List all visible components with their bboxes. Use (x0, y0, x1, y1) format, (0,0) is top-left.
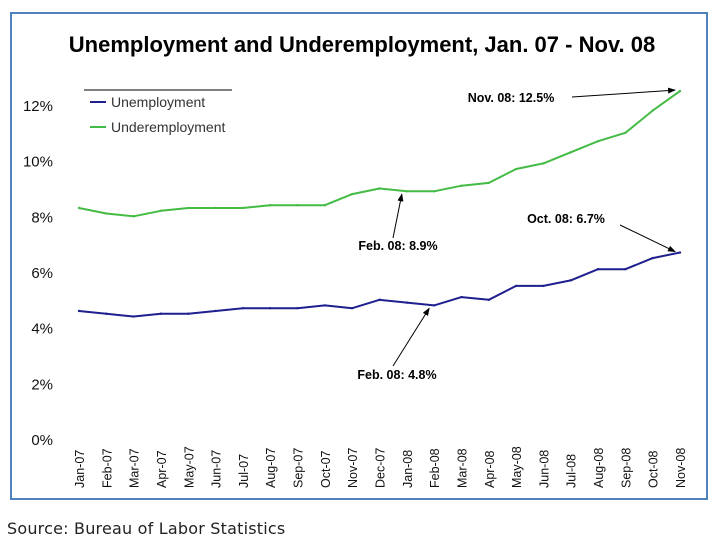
annotation-arrow (392, 307, 430, 367)
data-point (624, 131, 627, 135)
x-tick-label: Mar-07 (128, 448, 142, 488)
data-point (542, 162, 545, 165)
data-point (187, 312, 190, 315)
data-point (596, 139, 600, 143)
x-tick-label: Nov-08 (674, 448, 688, 488)
data-point (487, 298, 490, 302)
y-tick-label: 2% (31, 376, 53, 393)
data-point (187, 206, 190, 210)
data-point (132, 215, 135, 218)
data-point (214, 206, 217, 210)
x-tick-label: Jan-08 (401, 450, 415, 488)
x-axis: Jan-07 Feb-07 Mar-07 Apr-07 May-07 Jun-07 Jul-… (73, 446, 688, 488)
y-tick-label: 10% (23, 154, 53, 171)
series-underemployment (77, 89, 682, 218)
data-point (678, 89, 682, 93)
y-tick-label: 4% (31, 321, 53, 338)
annotation-label: Feb. 08: 4.8% (357, 368, 436, 382)
x-tick-label: Sep-08 (619, 448, 633, 488)
annotation-label: Nov. 08: 12.5% (468, 91, 555, 105)
data-point (651, 256, 654, 260)
data-point (323, 304, 327, 307)
data-point (350, 192, 354, 196)
data-point (487, 181, 490, 185)
x-tick-label: Nov-07 (346, 448, 360, 488)
data-point (651, 109, 654, 112)
data-point (296, 306, 299, 310)
x-tick-label: Feb-07 (100, 448, 114, 488)
data-point (378, 187, 381, 190)
source-note: Source: Bureau of Labor Statistics (7, 519, 286, 538)
y-tick-label: 0% (31, 432, 53, 449)
annotations: Nov. 08: 12.5% Oct. 08: 6.7% Feb. 08: 8.9%… (357, 87, 676, 382)
chart-title: Unemployment and Underemployment, Jan. 0… (69, 32, 655, 57)
x-tick-label: Dec-07 (374, 448, 388, 488)
data-point (214, 309, 217, 313)
data-point (269, 306, 272, 310)
data-point (432, 304, 436, 307)
series-layer (77, 89, 682, 318)
data-point (132, 315, 135, 318)
y-tick-label: 6% (31, 265, 53, 282)
x-tick-label: Jan-07 (73, 450, 87, 488)
data-point (460, 184, 463, 187)
data-point (514, 167, 518, 171)
legend-label: Underemployment (111, 119, 225, 135)
data-point (159, 209, 163, 212)
data-point (269, 204, 272, 207)
data-point (514, 284, 518, 288)
chart-border (10, 12, 708, 500)
data-point (596, 268, 600, 271)
data-point (405, 301, 409, 304)
x-tick-label: Apr-07 (155, 450, 169, 488)
data-point (460, 295, 463, 299)
data-point (569, 279, 572, 282)
data-point (77, 309, 81, 313)
x-tick-label: May-07 (182, 446, 196, 488)
x-tick-label: Sep-07 (292, 448, 306, 488)
annotation-arrow (571, 87, 676, 98)
x-tick-label: Jun-08 (537, 450, 551, 488)
y-tick-label: 8% (31, 209, 53, 226)
x-tick-label: Jul-08 (565, 454, 579, 488)
legend: Unemployment Underemployment (90, 94, 225, 135)
x-tick-label: Feb-08 (428, 448, 442, 488)
annotation-arrow (392, 193, 404, 239)
legend-label: Unemployment (111, 94, 205, 110)
data-point (432, 190, 436, 193)
x-tick-label: Jun-07 (210, 450, 224, 488)
data-point (241, 306, 245, 310)
data-point (105, 312, 108, 315)
x-tick-label: Apr-08 (483, 450, 497, 488)
data-point (77, 206, 81, 210)
data-point (378, 298, 381, 302)
data-point (405, 190, 409, 193)
data-point (569, 151, 572, 154)
data-point (350, 306, 354, 310)
data-point (105, 212, 108, 215)
x-tick-label: Aug-08 (592, 448, 606, 488)
data-point (296, 204, 299, 207)
x-tick-label: May-08 (510, 446, 524, 488)
data-point (678, 251, 682, 254)
x-tick-label: Oct-07 (319, 450, 333, 488)
x-tick-label: Jul-07 (237, 454, 251, 488)
annotation-arrow (619, 224, 676, 252)
data-point (624, 268, 627, 271)
series-unemployment (77, 251, 682, 318)
annotation-label: Oct. 08: 6.7% (527, 212, 605, 226)
data-point (323, 204, 327, 207)
x-tick-label: Oct-08 (647, 450, 661, 488)
x-tick-label: Mar-08 (455, 448, 469, 488)
x-tick-label: Aug-07 (264, 448, 278, 488)
y-tick-label: 12% (23, 98, 53, 115)
data-point (542, 284, 545, 288)
annotation-label: Feb. 08: 8.9% (358, 239, 437, 253)
y-axis: 0% 2% 4% 6% 8% 10% 12% (23, 98, 53, 449)
data-point (241, 206, 245, 210)
data-point (159, 312, 163, 315)
